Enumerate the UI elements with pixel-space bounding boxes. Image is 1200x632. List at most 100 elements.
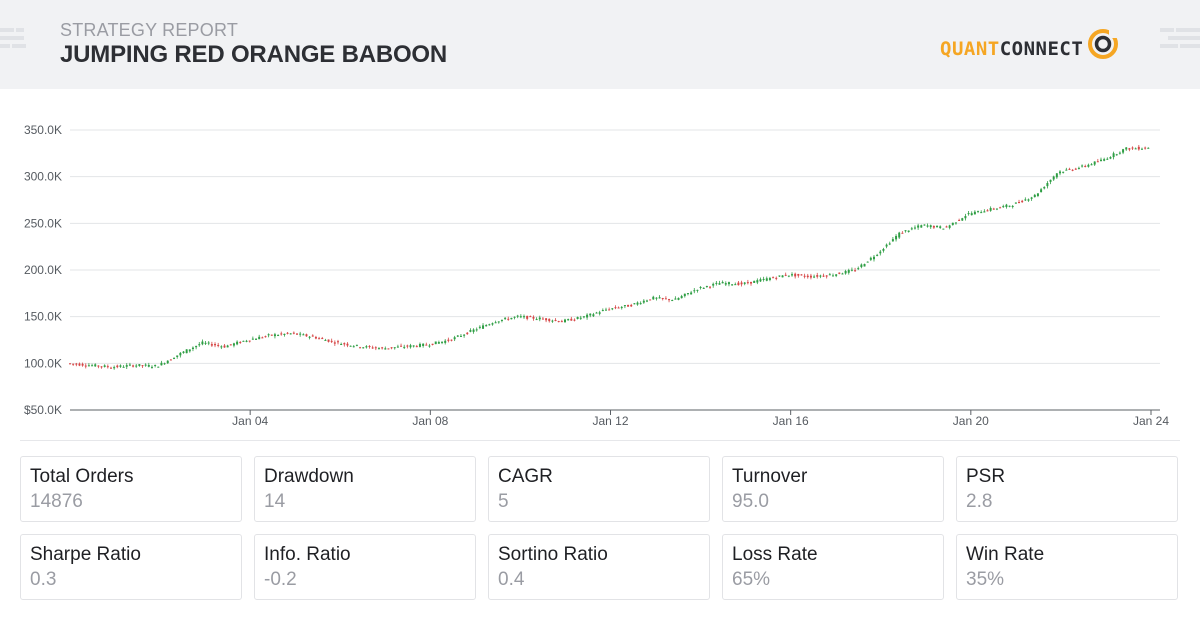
candle: [459, 334, 462, 337]
candle: [913, 225, 916, 230]
candle: [1134, 147, 1137, 150]
candle: [529, 315, 532, 318]
candle: [655, 297, 658, 301]
candle: [267, 333, 270, 338]
candle: [649, 299, 652, 301]
candle: [592, 312, 595, 317]
candle: [1052, 175, 1055, 181]
candle: [977, 210, 980, 214]
candle: [1090, 163, 1093, 166]
candle: [173, 357, 176, 360]
candle: [765, 276, 768, 282]
candle: [81, 362, 84, 367]
candle: [340, 342, 343, 346]
candle: [169, 359, 172, 361]
candle: [245, 339, 248, 343]
candle: [586, 313, 589, 320]
candle: [286, 332, 289, 335]
candle: [942, 228, 945, 230]
candle: [97, 365, 100, 369]
candle: [116, 364, 119, 369]
candle: [835, 274, 838, 278]
candle: [318, 336, 321, 340]
candle: [768, 276, 771, 282]
candle: [1093, 161, 1096, 166]
candle: [1128, 147, 1131, 152]
candle: [1109, 156, 1112, 160]
candle: [677, 297, 680, 301]
candle: [106, 364, 109, 369]
metric-label: PSR: [966, 466, 1006, 487]
metric-card-info-ratio: Info. Ratio -0.2: [254, 534, 476, 600]
candle: [885, 243, 888, 249]
candle: [932, 225, 935, 229]
candle: [507, 316, 510, 321]
candle: [645, 299, 648, 303]
candle: [696, 289, 699, 293]
metric-label: Turnover: [732, 466, 808, 487]
candle: [734, 282, 737, 286]
candle: [784, 272, 787, 277]
candle: [1103, 157, 1106, 162]
candle: [1040, 187, 1043, 193]
candle: [809, 273, 812, 280]
candle: [806, 273, 809, 279]
candle: [920, 224, 923, 228]
candle: [510, 317, 513, 320]
candle: [929, 224, 932, 229]
candle: [740, 280, 743, 287]
candle: [182, 350, 185, 354]
left-decoration: [0, 26, 40, 64]
candle: [778, 275, 781, 277]
candle: [869, 256, 872, 262]
candle: [226, 344, 229, 348]
candle: [277, 334, 280, 337]
candle: [406, 344, 409, 349]
candle: [302, 333, 305, 336]
candle: [936, 225, 939, 228]
metric-label: Total Orders: [30, 466, 134, 487]
candle: [671, 299, 674, 302]
candle: [1068, 167, 1071, 171]
candle: [573, 318, 576, 322]
candle: [210, 341, 213, 347]
candle: [772, 276, 775, 279]
candle: [661, 297, 664, 301]
candle: [387, 348, 390, 350]
candle: [1021, 199, 1024, 203]
candle: [560, 319, 563, 323]
candle: [554, 318, 557, 322]
metric-value: 2.8: [966, 491, 993, 512]
candle: [926, 223, 929, 228]
candle: [251, 336, 254, 340]
candle: [1106, 157, 1109, 160]
strategy-title: JUMPING RED ORANGE BABOON: [60, 41, 448, 68]
candle: [472, 328, 475, 334]
candle: [636, 301, 639, 306]
candle: [1081, 164, 1084, 168]
candle: [904, 230, 907, 233]
candle: [232, 342, 235, 348]
candle: [551, 319, 554, 323]
candle: [866, 261, 869, 263]
candle: [567, 318, 570, 321]
candle: [964, 213, 967, 221]
candle: [166, 360, 169, 364]
candle: [176, 355, 179, 359]
candle: [154, 364, 157, 368]
candle: [305, 333, 308, 337]
candle: [617, 306, 620, 309]
candle: [721, 280, 724, 284]
candle: [973, 210, 976, 215]
metric-label: Info. Ratio: [264, 544, 351, 565]
x-tick-label: Jan 24: [1133, 414, 1169, 428]
candle: [545, 317, 548, 323]
y-tick-label: $50.0K: [24, 403, 62, 417]
candle: [478, 325, 481, 330]
candle: [664, 296, 667, 300]
candle: [1055, 173, 1058, 179]
candle: [775, 276, 778, 281]
x-tick-label: Jan 12: [592, 414, 628, 428]
y-tick-label: 100.0K: [24, 356, 62, 370]
candle: [270, 334, 273, 336]
